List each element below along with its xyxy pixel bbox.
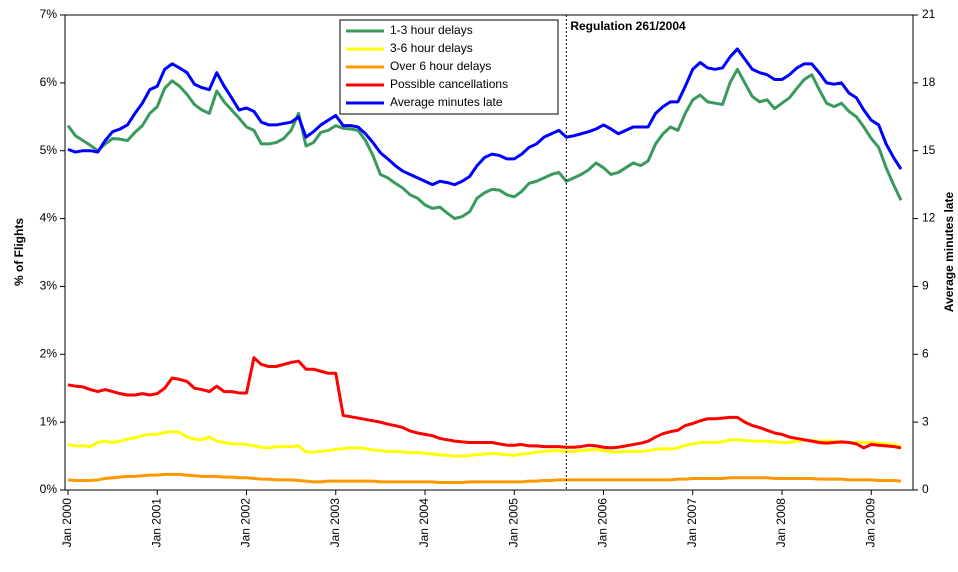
- x-tick-label: Jan 2008: [774, 498, 788, 548]
- annotation-text: Regulation 261/2004: [570, 19, 686, 33]
- y-tick-label: 6%: [40, 75, 58, 89]
- series-line: [67, 472, 902, 485]
- y-tick-label: 0%: [40, 482, 58, 496]
- y2-tick-label: 3: [922, 414, 929, 428]
- x-tick-label: Jan 2002: [239, 498, 253, 548]
- y-axis-title: % of Flights: [12, 218, 26, 286]
- y-tick-label: 5%: [40, 143, 58, 157]
- series-line: [67, 356, 902, 450]
- y-tick-label: 1%: [40, 414, 58, 428]
- x-tick-label: Jan 2009: [863, 498, 877, 548]
- x-tick-label: Jan 2005: [506, 498, 520, 548]
- y2-tick-label: 9: [922, 279, 929, 293]
- plot-frame: [64, 14, 914, 491]
- legend-label: Possible cancellations: [390, 77, 508, 91]
- y2-tick-label: 18: [922, 75, 936, 89]
- x-tick-label: Jan 2004: [417, 498, 431, 548]
- y-tick-label: 7%: [40, 7, 58, 21]
- legend-label: 1-3 hour delays: [390, 23, 473, 37]
- y2-tick-label: 6: [922, 346, 929, 360]
- y-tick-label: 3%: [40, 279, 58, 293]
- x-tick-label: Jan 2007: [685, 498, 699, 548]
- y2-tick-label: 21: [922, 7, 936, 21]
- y2-tick-label: 15: [922, 143, 936, 157]
- legend-label: Average minutes late: [390, 95, 503, 109]
- y-tick-label: 4%: [40, 211, 58, 225]
- y2-tick-label: 0: [922, 482, 929, 496]
- series-line: [67, 430, 902, 458]
- x-tick-label: Jan 2000: [60, 498, 74, 548]
- y-tick-label: 2%: [40, 346, 58, 360]
- x-tick-label: Jan 2001: [149, 498, 163, 548]
- series-line: [67, 47, 903, 187]
- legend-label: 3-6 hour delays: [390, 41, 473, 55]
- series-line: [66, 67, 903, 221]
- legend-label: Over 6 hour delays: [390, 59, 491, 73]
- y2-tick-label: 12: [922, 211, 936, 225]
- y2-axis-title: Average minutes late: [942, 192, 956, 313]
- x-tick-label: Jan 2003: [328, 498, 342, 548]
- x-tick-label: Jan 2006: [596, 498, 610, 548]
